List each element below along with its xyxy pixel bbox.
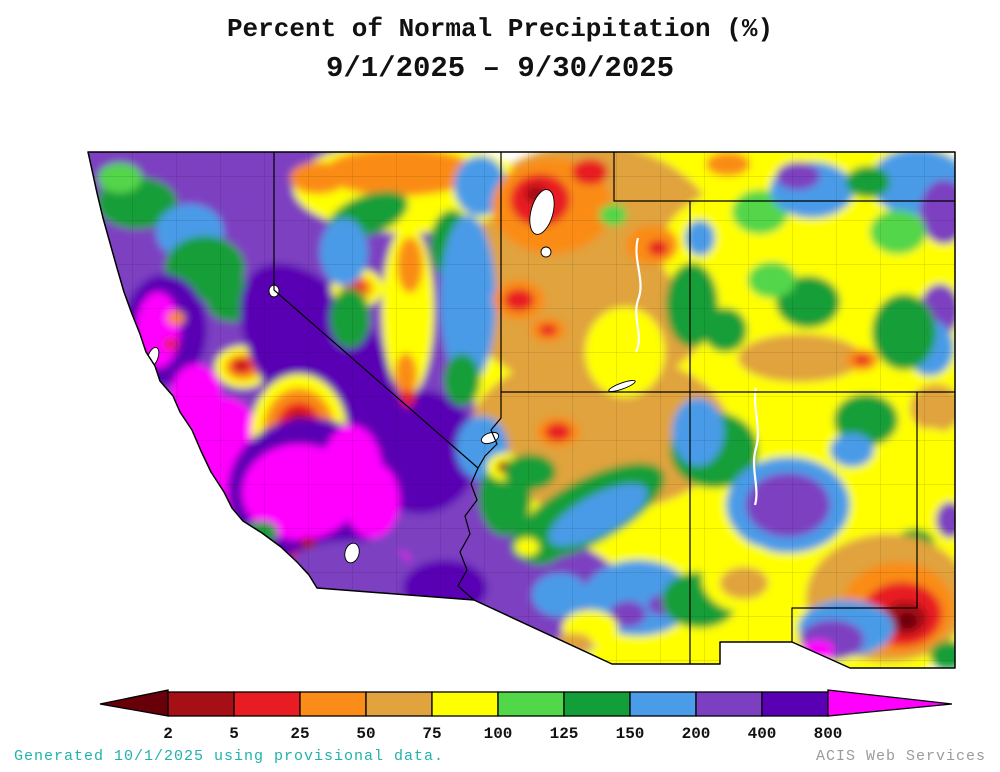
legend-tick-label: 125	[550, 725, 579, 743]
legend-arrow-above-max	[827, 689, 953, 717]
legend-tick-label: 75	[422, 725, 441, 743]
legend-segment	[431, 691, 499, 717]
legend-segment	[233, 691, 301, 717]
legend-segment	[299, 691, 367, 717]
coastline-outline	[87, 151, 956, 669]
legend-tick-label: 150	[616, 725, 645, 743]
land-area	[88, 152, 955, 668]
legend-tick-label: 400	[748, 725, 777, 743]
legend-segment	[695, 691, 763, 717]
legend-arrow-below-min	[99, 689, 169, 717]
color-scale-legend: 2 5 25 50 75 100 125 150 200 400 800	[99, 689, 953, 743]
legend-segment	[629, 691, 697, 717]
legend-tick-label: 25	[290, 725, 309, 743]
generated-note: Generated 10/1/2025 using provisional da…	[14, 748, 445, 765]
legend-segment	[167, 691, 235, 717]
state-borders	[273, 152, 955, 664]
legend-tick-label: 5	[229, 725, 239, 743]
rivers	[634, 237, 760, 506]
map-title: Percent of Normal Precipitation (%)	[226, 14, 774, 44]
legend-tick-label: 200	[682, 725, 711, 743]
map-subtitle-daterange: 9/1/2025 – 9/30/2025	[325, 52, 675, 85]
legend-tick-label: 800	[814, 725, 843, 743]
legend-tick-label: 50	[356, 725, 375, 743]
legend-segment	[563, 691, 631, 717]
county-boundaries	[88, 152, 955, 668]
lakes	[146, 189, 636, 564]
legend-tick-label: 2	[163, 725, 173, 743]
acis-credit: ACIS Web Services	[815, 748, 986, 765]
legend-segment	[497, 691, 565, 717]
legend-segment	[761, 691, 829, 717]
legend-tick-label: 100	[484, 725, 513, 743]
legend-segment	[365, 691, 433, 717]
